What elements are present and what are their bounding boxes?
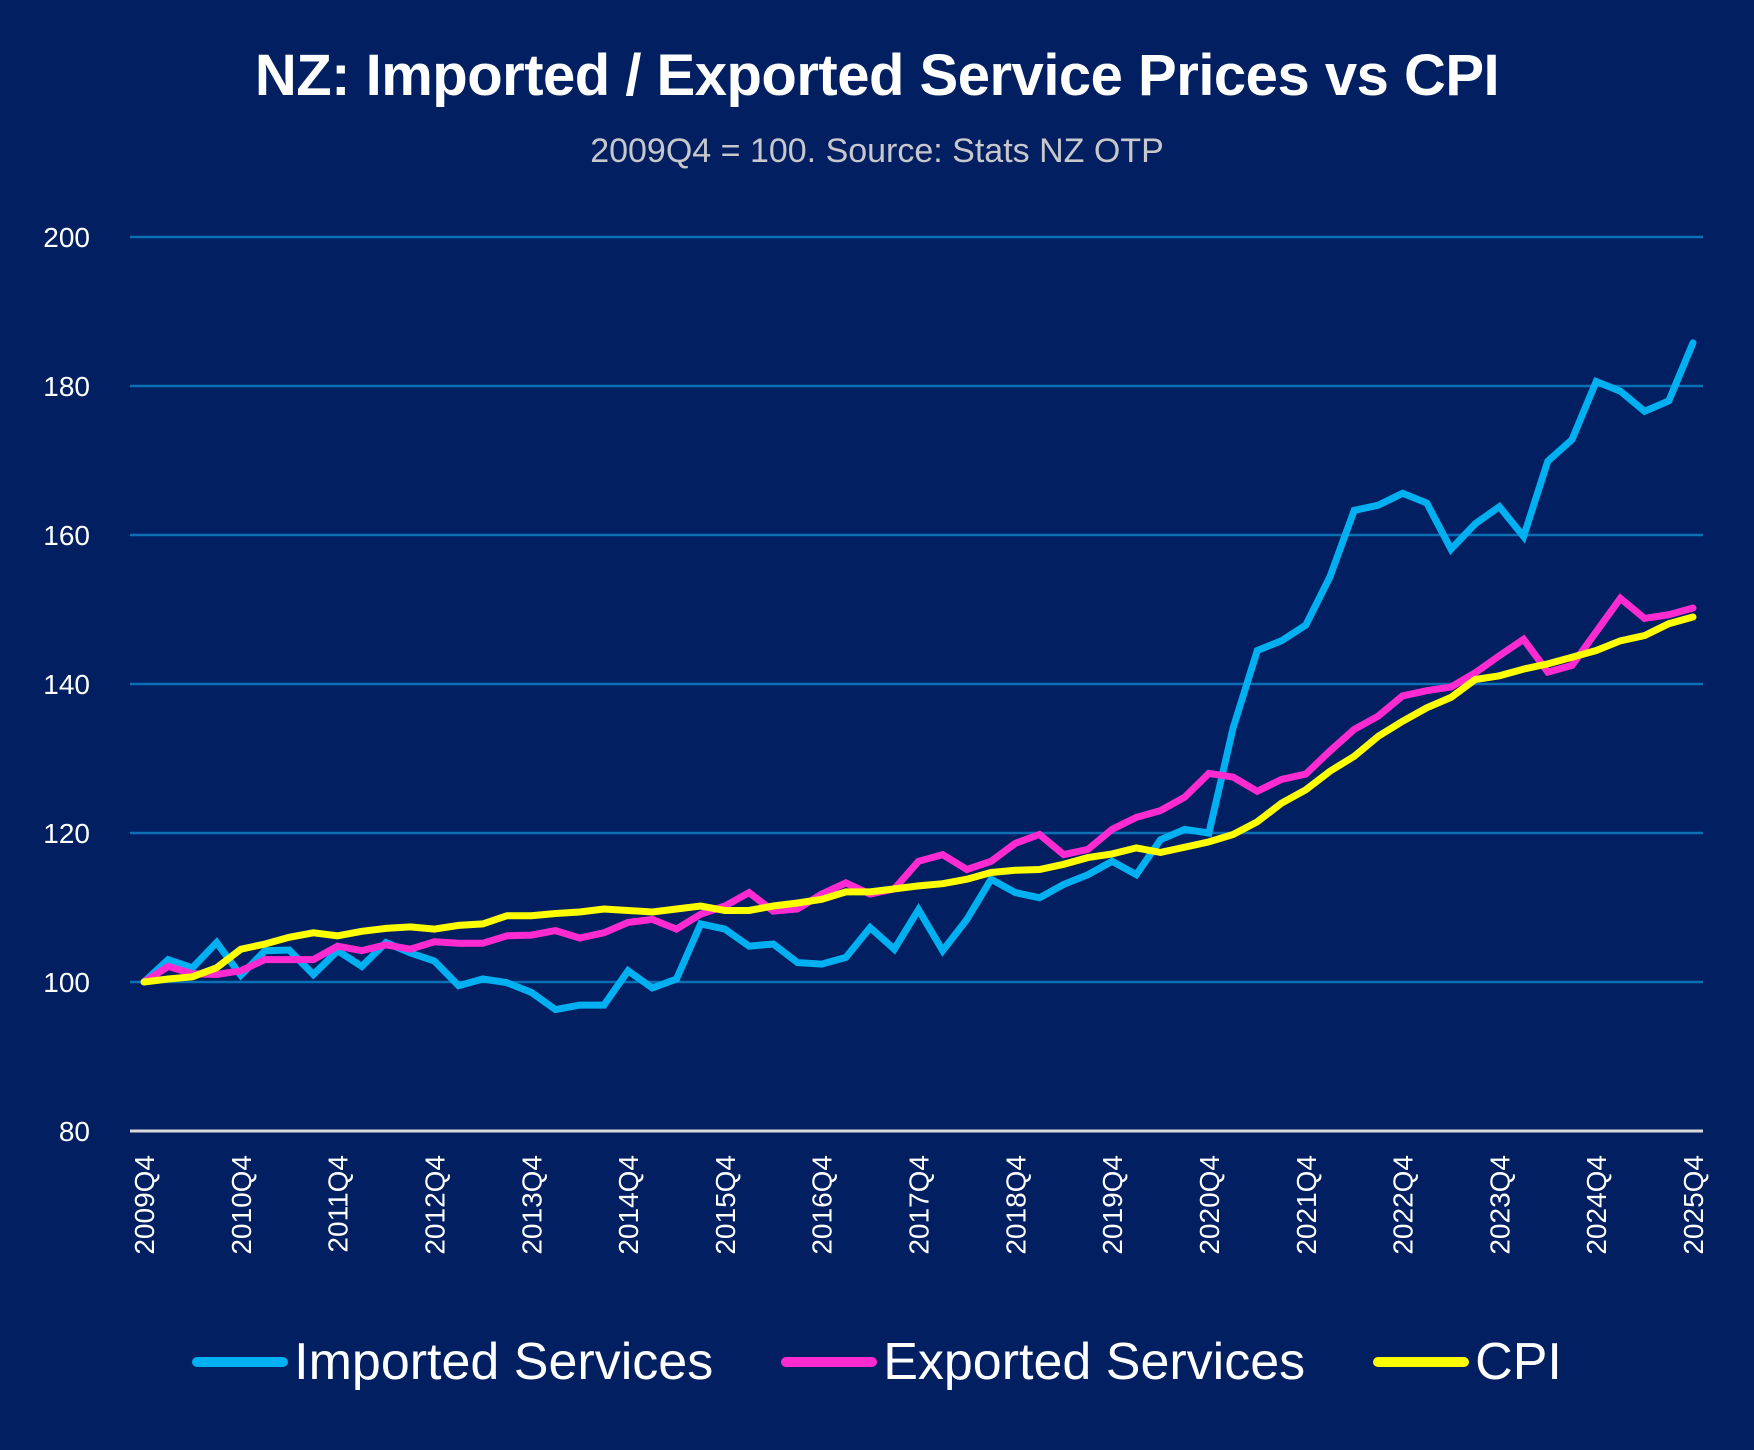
legend-label-cpi: CPI bbox=[1475, 1333, 1562, 1391]
legend-item-cpi: CPI bbox=[1373, 1332, 1562, 1392]
x-tick-label: 2019Q4 bbox=[1097, 1155, 1128, 1255]
x-tick-label: 2018Q4 bbox=[1000, 1155, 1031, 1255]
x-tick-label: 2023Q4 bbox=[1484, 1155, 1515, 1255]
series-line-cpi bbox=[140, 613, 1697, 986]
y-tick-label: 100 bbox=[43, 967, 90, 998]
x-tick-label: 2009Q4 bbox=[129, 1155, 160, 1255]
legend-swatch-exported bbox=[781, 1357, 878, 1367]
legend-item-imported: Imported Services bbox=[192, 1332, 713, 1392]
chart-title: NZ: Imported / Exported Service Prices v… bbox=[254, 43, 1500, 108]
legend-swatch-cpi bbox=[1373, 1357, 1470, 1367]
y-axis-ticks: 80 100 120 140 160 180 200 bbox=[43, 222, 90, 1147]
legend: Imported Services Exported Services CPI bbox=[0, 1332, 1754, 1392]
x-tick-label: 2017Q4 bbox=[904, 1155, 935, 1255]
legend-label-exported: Exported Services bbox=[883, 1333, 1306, 1391]
x-tick-label: 2025Q4 bbox=[1678, 1155, 1709, 1255]
x-tick-label: 2016Q4 bbox=[807, 1155, 838, 1255]
x-tick-label: 2020Q4 bbox=[1194, 1155, 1225, 1255]
x-tick-label: 2011Q4 bbox=[323, 1155, 354, 1253]
x-tick-label: 2012Q4 bbox=[419, 1155, 450, 1255]
series-lines bbox=[140, 339, 1697, 1014]
legend-item-exported: Exported Services bbox=[781, 1332, 1305, 1392]
x-tick-label: 2024Q4 bbox=[1581, 1155, 1612, 1255]
legend-swatch-imported bbox=[192, 1357, 289, 1367]
x-tick-label: 2010Q4 bbox=[226, 1155, 257, 1255]
x-axis-ticks: 2009Q4 2010Q4 2011Q4 2012Q4 2013Q4 2014Q4 2015… bbox=[129, 1155, 1709, 1255]
y-tick-label: 120 bbox=[43, 818, 90, 849]
x-tick-label: 2014Q4 bbox=[613, 1155, 644, 1255]
gridlines bbox=[130, 235, 1703, 1133]
x-tick-label: 2015Q4 bbox=[710, 1155, 741, 1255]
y-tick-label: 160 bbox=[43, 520, 90, 551]
series-line-imported-services bbox=[140, 339, 1697, 1014]
y-tick-label: 140 bbox=[43, 669, 90, 700]
x-tick-label: 2022Q4 bbox=[1388, 1155, 1419, 1255]
y-tick-label: 80 bbox=[59, 1116, 90, 1147]
legend-label-imported: Imported Services bbox=[294, 1333, 714, 1391]
y-tick-label: 200 bbox=[43, 222, 90, 253]
chart-subtitle: 2009Q4 = 100. Source: Stats NZ OTP bbox=[590, 132, 1164, 170]
series-line-exported-services bbox=[140, 593, 1697, 986]
y-tick-label: 180 bbox=[43, 371, 90, 402]
x-tick-label: 2021Q4 bbox=[1291, 1155, 1322, 1255]
x-tick-label: 2013Q4 bbox=[516, 1155, 547, 1255]
